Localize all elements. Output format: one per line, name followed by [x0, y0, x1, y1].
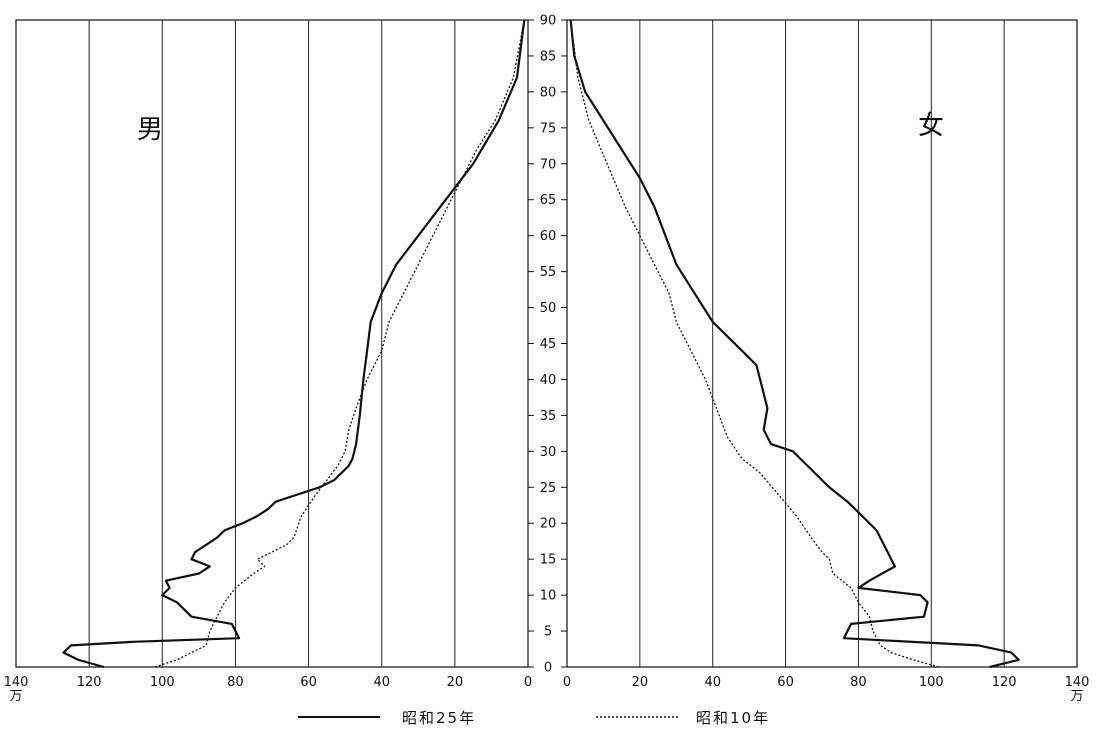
- y-tick-label: 60: [540, 229, 557, 244]
- legend: 昭和25年 昭和10年: [298, 709, 770, 727]
- y-tick-label: 65: [540, 193, 557, 208]
- female-panel-border: [566, 19, 1078, 668]
- male-panel-label: 男: [137, 115, 163, 145]
- series-female-showa10-line: [569, 19, 939, 668]
- series-layer: [62, 19, 1020, 669]
- y-tick-label: 15: [540, 553, 557, 568]
- male-x-tick-label: 140: [4, 675, 29, 690]
- series-male-showa10-line: [154, 19, 525, 668]
- legend-label-showa10: 昭和10年: [696, 709, 770, 727]
- male-x-tick-label: 20: [447, 675, 464, 690]
- y-tick-label: 10: [540, 589, 557, 604]
- female-x-tick-label: 120: [992, 675, 1017, 690]
- y-tick-label: 45: [540, 337, 557, 352]
- male-panel-border: [15, 19, 529, 668]
- tick-labels: 0 5 10 15 20 25 30 35 40 45 50 55 60 65 70 75 80 85 90 140 1…: [4, 14, 1090, 691]
- right-unit-label: 万: [1070, 689, 1083, 704]
- series-female-showa25-line: [569, 19, 1020, 669]
- male-x-tick-label: 0: [524, 675, 532, 690]
- y-tick-label: 0: [544, 661, 552, 676]
- legend-label-showa25: 昭和25年: [402, 709, 476, 727]
- female-x-tick-label: 80: [850, 675, 867, 690]
- female-x-tick-label: 100: [919, 675, 944, 690]
- male-x-tick-label: 120: [77, 675, 102, 690]
- female-x-tick-label: 40: [704, 675, 721, 690]
- female-x-tick-label: 60: [777, 675, 794, 690]
- male-x-tick-label: 100: [150, 675, 175, 690]
- y-tick-label: 20: [540, 517, 557, 532]
- y-tick-label: 85: [540, 49, 557, 64]
- y-tick-label: 55: [540, 265, 557, 280]
- y-tick-label: 35: [540, 409, 557, 424]
- female-panel-label: 女: [918, 111, 944, 141]
- y-tick-label: 40: [540, 373, 557, 388]
- female-x-tick-label: 20: [632, 675, 649, 690]
- male-x-tick-label: 40: [373, 675, 390, 690]
- male-x-tick-label: 60: [300, 675, 317, 690]
- y-tick-label: 30: [540, 445, 557, 460]
- y-tick-label: 80: [540, 85, 557, 100]
- left-unit-label: 万: [9, 689, 22, 704]
- series-male-showa25-line: [62, 19, 526, 669]
- y-tick-label: 75: [540, 121, 557, 136]
- female-x-tick-label: 0: [563, 675, 571, 690]
- female-x-tick-label: 140: [1065, 675, 1090, 690]
- y-tick-label: 25: [540, 481, 557, 496]
- grid-lines: [88, 20, 1005, 667]
- male-x-tick-label: 80: [227, 675, 244, 690]
- y-tick-label: 90: [540, 14, 557, 29]
- y-tick-label: 70: [540, 157, 557, 172]
- y-tick-label: 5: [544, 625, 552, 640]
- y-tick-label: 50: [540, 301, 557, 316]
